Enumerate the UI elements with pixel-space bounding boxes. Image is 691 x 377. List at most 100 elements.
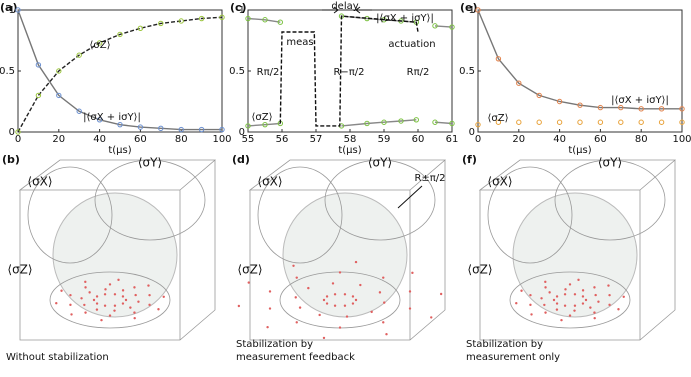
trajectory-dot bbox=[113, 293, 117, 296]
data-point bbox=[35, 92, 42, 99]
annotation: R−π/2 bbox=[333, 67, 364, 78]
data-point bbox=[219, 126, 225, 133]
trajectory-dot bbox=[529, 293, 532, 297]
trajectory-dot bbox=[385, 333, 388, 336]
trajectory-dot bbox=[338, 326, 342, 329]
data-point bbox=[117, 31, 123, 38]
data-point bbox=[262, 121, 268, 128]
x-axis-label: t(μs) bbox=[338, 145, 361, 156]
data-point bbox=[178, 18, 184, 24]
trajectory-dot bbox=[103, 293, 107, 296]
data-point bbox=[381, 119, 387, 125]
ring-y bbox=[324, 159, 436, 241]
trajectory-dot bbox=[411, 271, 414, 275]
trajectory-dot bbox=[92, 298, 96, 302]
trajectory-dot bbox=[593, 286, 596, 289]
trajectory-dot bbox=[247, 281, 250, 284]
axis-label: ⟨σX⟩ bbox=[27, 175, 52, 189]
axis-label: ⟨σX⟩ bbox=[487, 175, 512, 189]
data-point bbox=[96, 117, 103, 123]
trajectory-dot bbox=[70, 313, 73, 316]
ring-y bbox=[94, 159, 206, 241]
data-point bbox=[638, 119, 644, 125]
data-point bbox=[35, 62, 42, 68]
annotation: ⟨σZ⟩ bbox=[488, 113, 509, 124]
sphere bbox=[52, 192, 178, 318]
trajectory-dot bbox=[295, 321, 298, 324]
data-point bbox=[198, 126, 205, 133]
trajectory-dot bbox=[147, 284, 150, 287]
data-point bbox=[15, 129, 21, 135]
trajectory-dot bbox=[322, 336, 326, 340]
annotation: Rπ/2 bbox=[257, 67, 280, 78]
trajectory-dot bbox=[577, 278, 580, 282]
annotation: |⟨σX + iσY⟩| bbox=[376, 13, 434, 24]
sphere bbox=[512, 192, 638, 318]
panel-label: (c) bbox=[230, 1, 247, 14]
trajectory-dot bbox=[552, 298, 556, 302]
caption: Stabilization by bbox=[236, 339, 313, 350]
x-axis-label: t(μs) bbox=[568, 145, 591, 156]
trajectory-dot bbox=[69, 303, 72, 307]
trajectory-dot bbox=[378, 291, 382, 294]
data-point bbox=[618, 104, 624, 111]
data-point bbox=[76, 52, 82, 58]
ring-z bbox=[49, 271, 171, 329]
trajectory-dot bbox=[382, 276, 385, 279]
trajectory-dot bbox=[343, 293, 347, 296]
data-point bbox=[178, 126, 184, 133]
trajectory-dot bbox=[593, 316, 596, 320]
y-tick-label: 0 bbox=[469, 127, 475, 138]
trajectory-dot bbox=[292, 264, 295, 267]
data-point bbox=[597, 104, 604, 111]
ring-x bbox=[487, 166, 573, 264]
data-point bbox=[679, 119, 685, 125]
x-tick-label: 56 bbox=[276, 134, 289, 145]
data-point bbox=[137, 25, 144, 31]
series-line bbox=[477, 9, 682, 110]
x-tick-label: 40 bbox=[553, 134, 566, 145]
trajectory-dot bbox=[333, 304, 337, 307]
trajectory-dot bbox=[544, 280, 547, 284]
data-point bbox=[56, 92, 62, 99]
x-tick-label: 80 bbox=[635, 134, 648, 145]
data-point bbox=[495, 119, 502, 125]
data-point bbox=[577, 102, 583, 108]
trajectory-dot bbox=[113, 304, 117, 307]
trajectory-dot bbox=[430, 316, 433, 319]
data-point bbox=[618, 119, 624, 125]
ring-z bbox=[509, 271, 631, 329]
trajectory-dot bbox=[307, 286, 310, 290]
trajectory-dot bbox=[333, 293, 337, 296]
data-point bbox=[96, 40, 103, 46]
axis-label: ⟨σY⟩ bbox=[598, 156, 622, 170]
data-point bbox=[638, 106, 644, 112]
trajectory-dot bbox=[69, 293, 72, 297]
trajectory-dot bbox=[295, 276, 298, 279]
trajectory-dot bbox=[359, 283, 362, 287]
data-point bbox=[516, 119, 522, 125]
data-point bbox=[449, 120, 455, 127]
data-point bbox=[117, 121, 123, 128]
trajectory-dot bbox=[608, 303, 611, 307]
axis-label: ⟨σY⟩ bbox=[138, 156, 162, 170]
data-point bbox=[577, 119, 583, 125]
data-point bbox=[364, 120, 370, 127]
axis-label: ⟨σZ⟩ bbox=[7, 263, 32, 277]
axis-label: ⟨σX⟩ bbox=[257, 175, 282, 189]
data-point bbox=[556, 119, 563, 125]
trajectory-dot bbox=[121, 289, 125, 292]
data-point bbox=[432, 23, 438, 29]
series-line bbox=[279, 15, 420, 127]
cube bbox=[478, 159, 677, 341]
trajectory-dot bbox=[555, 302, 559, 305]
trajectory-dot bbox=[351, 295, 355, 298]
trajectory-dot bbox=[137, 300, 140, 303]
x-tick-label: 20 bbox=[512, 134, 525, 145]
y-tick-label: 1 bbox=[9, 5, 15, 16]
y-tick-label: 0.5 bbox=[0, 66, 15, 77]
trajectory-dot bbox=[555, 295, 559, 298]
trajectory-dot bbox=[108, 314, 112, 317]
trajectory-dot bbox=[608, 293, 611, 297]
series-line bbox=[17, 16, 223, 133]
